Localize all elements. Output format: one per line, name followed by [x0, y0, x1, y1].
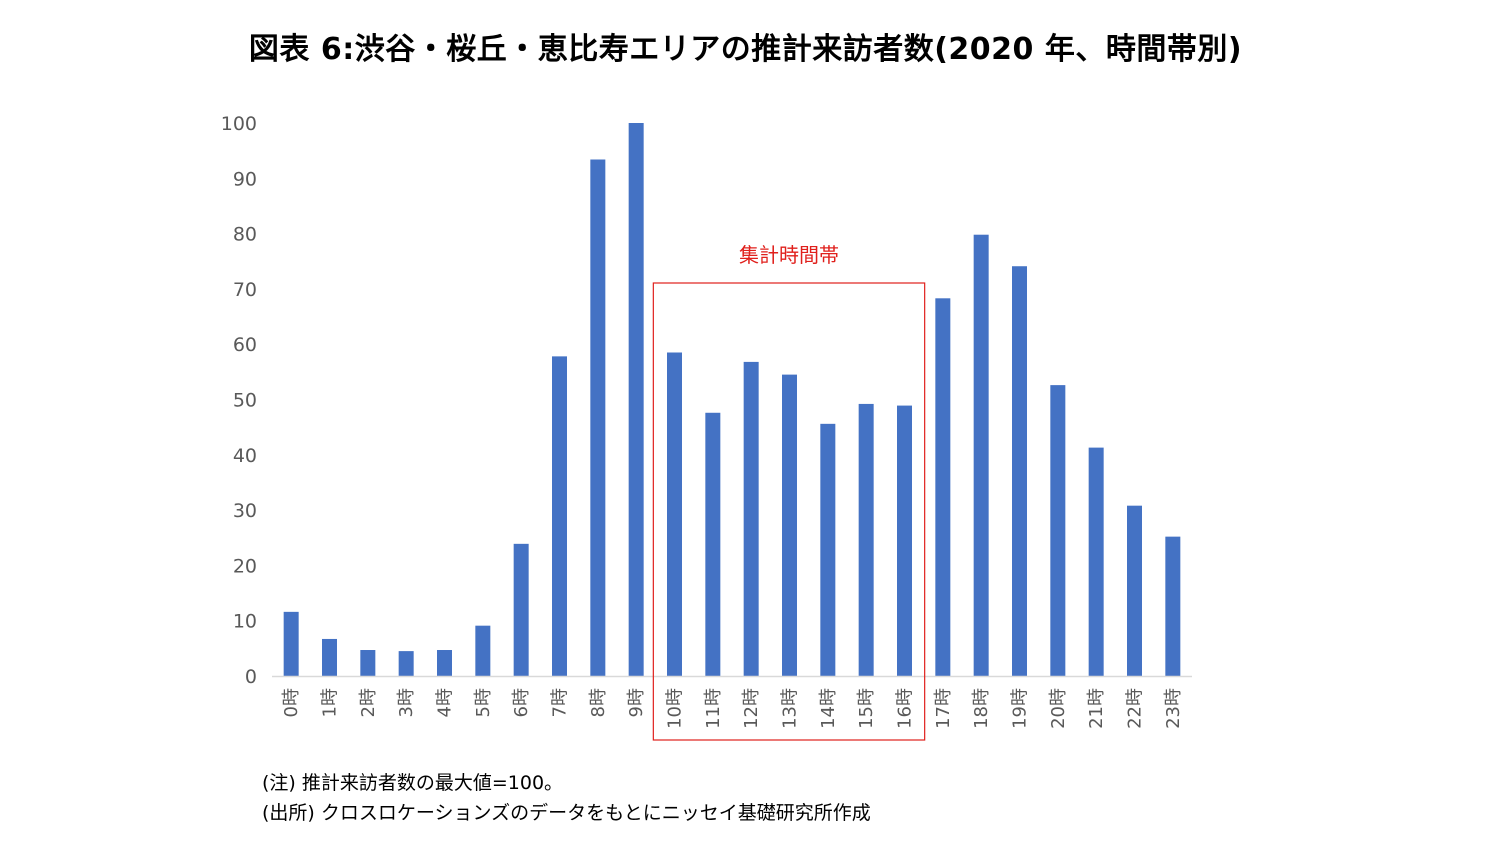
x-tick-label: 6時	[511, 688, 532, 717]
y-tick-label: 20	[233, 555, 257, 577]
bar-3	[398, 651, 414, 676]
x-tick-label: 11時	[703, 688, 724, 729]
y-tick-label: 30	[233, 500, 257, 522]
aggregation-period-label: 集計時間帯	[739, 243, 839, 267]
x-tick-label: 14時	[818, 688, 839, 729]
x-tick-label: 3時	[396, 688, 417, 717]
bar-13	[782, 374, 797, 676]
x-tick-label: 21時	[1086, 688, 1107, 729]
bars	[283, 123, 1181, 677]
x-tick-label: 7時	[550, 688, 571, 717]
aggregation-period-box	[652, 282, 926, 741]
bar-15	[858, 403, 874, 676]
bar-2	[360, 650, 376, 676]
x-tick-label: 19時	[1010, 688, 1031, 729]
x-tick-label: 13時	[780, 688, 801, 729]
bar-9	[628, 123, 644, 676]
bar-6	[513, 543, 529, 676]
bar-18	[973, 234, 989, 676]
bar-19	[1012, 266, 1027, 676]
bar-7	[552, 356, 567, 676]
x-tick-label: 17時	[933, 688, 954, 729]
x-tick-label: 5時	[473, 688, 494, 717]
x-tick-label: 18時	[971, 688, 992, 729]
bar-14	[820, 423, 836, 676]
bar-22	[1127, 505, 1142, 676]
y-axis: 0 10 20 30 40 50 60 70 80 90 100	[221, 113, 257, 688]
x-tick-label: 16時	[895, 688, 916, 729]
bar-20	[1050, 385, 1066, 676]
source-text: (出所) クロスロケーションズのデータをもとにニッセイ基礎研究所作成	[262, 802, 871, 824]
y-tick-label: 0	[245, 666, 257, 688]
y-tick-label: 10	[233, 611, 257, 633]
bar-11	[705, 412, 721, 676]
y-tick-label: 60	[233, 334, 257, 356]
bar-10	[667, 352, 682, 676]
x-tick-label: 10時	[665, 688, 686, 729]
x-axis: 0時 1時 2時 3時 4時 5時 6時 7時 8時 9時 10時 11時 12時 13時 14時 15時 16…	[281, 688, 1184, 729]
x-tick-label: 1時	[320, 688, 341, 717]
x-tick-label: 2時	[358, 688, 379, 717]
x-tick-label: 4時	[435, 688, 456, 717]
bar-21	[1088, 447, 1104, 676]
bar-1	[322, 638, 337, 676]
x-tick-label: 23時	[1163, 688, 1184, 729]
bar-5	[475, 625, 491, 676]
chart-title: 図表 6:渋谷・桜丘・恵比寿エリアの推計来訪者数(2020 年、時間帯別)	[248, 32, 1243, 67]
bar-4	[437, 650, 452, 676]
bar-23	[1165, 536, 1181, 676]
x-tick-label: 0時	[281, 688, 302, 717]
y-tick-label: 40	[233, 445, 257, 467]
bar-12	[743, 361, 759, 676]
x-tick-label: 20時	[1048, 688, 1069, 729]
note-text: (注) 推計来訪者数の最大値=100。	[262, 772, 564, 794]
y-tick-label: 70	[233, 279, 257, 301]
x-tick-label: 9時	[626, 688, 647, 717]
y-tick-label: 90	[233, 168, 257, 190]
x-tick-label: 15時	[856, 688, 877, 729]
x-tick-label: 8時	[588, 688, 609, 717]
bar-8	[590, 159, 606, 677]
y-tick-label: 100	[221, 113, 257, 135]
x-tick-label: 22時	[1125, 688, 1146, 729]
bar-0	[283, 611, 299, 676]
bar-16	[897, 405, 912, 676]
y-tick-label: 50	[233, 390, 257, 412]
bar-17	[935, 298, 951, 676]
x-tick-label: 12時	[741, 688, 762, 729]
y-tick-label: 80	[233, 224, 257, 246]
